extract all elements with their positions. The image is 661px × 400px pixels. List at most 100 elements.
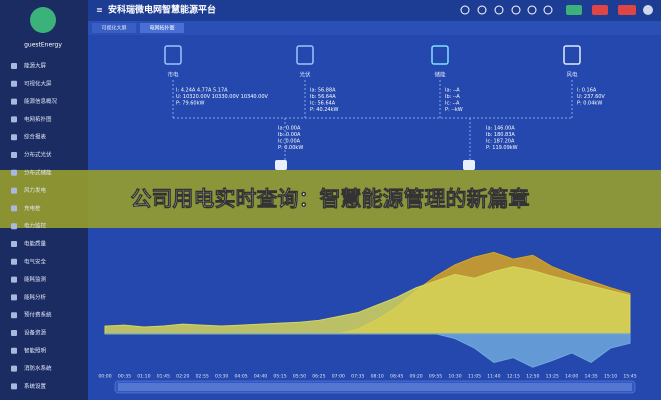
reading: U: 10320.00V 10330.00V 10340.00V: [176, 94, 269, 100]
reading: Ic: 187.20A: [486, 139, 515, 145]
button[interactable]: [566, 5, 582, 15]
node-icon: [431, 45, 449, 65]
x-tick-label: 04:05: [234, 374, 247, 380]
reading: I: 4.24A 4.77A 5.17A: [176, 88, 228, 94]
slider-window[interactable]: [118, 383, 632, 391]
menu-icon: [11, 258, 17, 265]
menu-icon: [11, 312, 17, 319]
x-tick-label: 15:10: [604, 374, 617, 380]
reading: P: 119.09kW: [486, 145, 518, 151]
menu-item[interactable]: 充电桩: [24, 204, 41, 212]
menu-item[interactable]: 分布式储能: [24, 168, 52, 176]
reading: P: 40.24kW: [310, 107, 338, 113]
tab-label[interactable]: 可视化大屏: [101, 25, 126, 32]
node-icon: [296, 45, 314, 65]
menu-icon: [11, 241, 17, 247]
reading: P: 79.60kW: [176, 101, 204, 107]
x-tick-label: 15:45: [623, 374, 636, 380]
node-icon: [275, 160, 287, 170]
menu-item[interactable]: 综合报表: [24, 133, 47, 141]
icon[interactable]: [511, 5, 521, 15]
menu-icon: [11, 383, 17, 390]
x-tick-label: 05:50: [293, 374, 306, 380]
icon[interactable]: [527, 5, 537, 15]
x-tick-label: 12:15: [507, 374, 520, 380]
menu-item[interactable]: 能耗监测: [24, 275, 47, 283]
menu-item[interactable]: 电力监控: [24, 222, 47, 230]
x-tick-label: 12:50: [526, 374, 539, 380]
x-tick-label: 14:35: [584, 374, 597, 380]
menu-item[interactable]: 风力发电: [24, 186, 47, 194]
menu-item[interactable]: 能源信息概况: [24, 97, 58, 105]
icon[interactable]: [494, 5, 504, 15]
tab[interactable]: [140, 23, 184, 33]
x-tick-label: 03:30: [215, 374, 228, 380]
menu-item[interactable]: 预付费系统: [24, 311, 52, 319]
header-icons: [460, 5, 653, 15]
tabs-bar: [88, 21, 661, 35]
icon[interactable]: [643, 5, 653, 15]
reading: P: 0.00kW: [278, 145, 303, 151]
reading: Ia: 56.88A: [310, 88, 336, 94]
icon[interactable]: [543, 5, 553, 15]
x-tick-label: 13:25: [546, 374, 559, 380]
x-tick-label: 00:35: [118, 374, 131, 380]
x-tick-label: 01:10: [137, 374, 150, 380]
x-tick-label: 01:45: [157, 374, 170, 380]
menu-item[interactable]: 智能照明: [24, 346, 47, 354]
reading: I: 0.16A: [577, 88, 597, 94]
menu-icon: [11, 187, 17, 194]
menu-icon: [11, 330, 17, 336]
x-tick-label: 09:20: [409, 374, 422, 380]
menu-icon: [11, 152, 17, 158]
reading: Ic: --A: [445, 101, 460, 107]
menu-item[interactable]: 电网拓扑图: [24, 115, 52, 123]
menu-icon[interactable]: ≡: [96, 6, 103, 15]
menu-icon: [11, 365, 17, 372]
menu-icon: [11, 98, 17, 105]
node-label: 市电: [167, 71, 179, 79]
menu-item[interactable]: 设备资源: [24, 329, 47, 337]
menu-item[interactable]: 电能质量: [24, 240, 47, 248]
header-title: 安科瑞微电网智慧能源平台: [108, 4, 216, 16]
menu-icon: [11, 80, 17, 87]
reading: Ib: 180.83A: [486, 132, 515, 138]
menu-icon: [11, 223, 17, 230]
button[interactable]: [618, 5, 636, 15]
menu-item[interactable]: 电气安全: [24, 257, 47, 265]
chart: 00:00 00:35 01:10 01:45 02:20 02:55 03:30 04:05…: [98, 251, 637, 380]
menu-icon: [11, 134, 17, 141]
menu-item[interactable]: 系统设置: [24, 382, 47, 390]
area-series: [105, 333, 631, 368]
reading: P: --kW: [445, 107, 463, 113]
node-label: 光伏: [299, 71, 311, 79]
menu-item[interactable]: 可视化大屏: [24, 79, 52, 87]
x-tick-label: 11:40: [487, 374, 500, 380]
x-tick-label: 02:55: [196, 374, 209, 380]
menu-icon: [11, 347, 17, 354]
banner-text: 公司用电实时查询：智慧能源管理的新篇章: [131, 187, 530, 211]
node-label: 风电: [566, 71, 578, 79]
button[interactable]: [592, 5, 608, 15]
x-tick-label: 00:00: [98, 374, 111, 380]
x-tick-label: 04:40: [254, 374, 267, 380]
menu-item[interactable]: 消防水系统: [24, 364, 52, 372]
x-tick-label: 11:05: [468, 374, 481, 380]
x-tick-label: 09:55: [429, 374, 442, 380]
menu-icon: [11, 169, 17, 176]
node-icon: [463, 160, 475, 170]
tab[interactable]: [92, 23, 136, 33]
header: [88, 0, 661, 21]
reading: Ib: 0.00A: [278, 132, 301, 138]
icon[interactable]: [477, 5, 487, 15]
tab-label[interactable]: 电网拓扑图: [149, 25, 174, 32]
x-tick-label: 10:30: [448, 374, 461, 380]
menu-item[interactable]: 分布式光伏: [24, 151, 52, 159]
avatar: [30, 7, 56, 33]
icon[interactable]: [460, 5, 470, 15]
menu-item[interactable]: 能源大屏: [24, 62, 47, 70]
x-tick-label: 05:15: [273, 374, 286, 380]
menu-item[interactable]: 能耗分析: [24, 293, 47, 301]
